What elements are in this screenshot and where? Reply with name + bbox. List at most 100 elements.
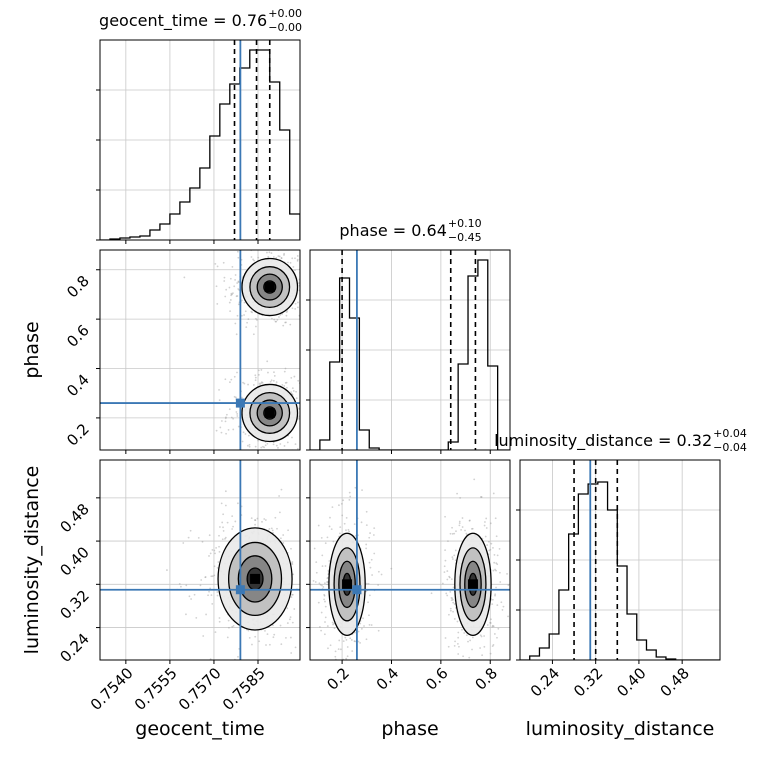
y-tick-label: 0.48 bbox=[56, 500, 92, 536]
sample-point bbox=[450, 596, 453, 599]
sample-point bbox=[492, 546, 494, 549]
sample-point bbox=[226, 521, 229, 524]
sample-point bbox=[307, 455, 309, 457]
y-tick-label: 0.40 bbox=[56, 543, 92, 579]
sample-point bbox=[305, 280, 307, 282]
sample-point bbox=[315, 561, 318, 564]
sample-point bbox=[296, 306, 299, 309]
sample-point bbox=[273, 318, 276, 321]
sample-point bbox=[457, 653, 460, 655]
sample-point bbox=[360, 627, 363, 630]
sample-point bbox=[254, 376, 257, 379]
sample-point bbox=[470, 527, 473, 530]
x-tick-label: 0.7570 bbox=[175, 664, 225, 714]
title-minus-error: −0.45 bbox=[448, 231, 482, 244]
sample-point bbox=[222, 526, 224, 529]
sample-point bbox=[268, 251, 271, 254]
sample-point bbox=[254, 635, 257, 638]
sample-point bbox=[261, 520, 263, 523]
sample-point bbox=[231, 515, 234, 518]
sample-point bbox=[291, 593, 294, 596]
sample-point bbox=[187, 536, 190, 539]
sample-point bbox=[225, 288, 228, 291]
sample-point bbox=[473, 478, 476, 481]
sample-point bbox=[453, 618, 456, 620]
sample-point bbox=[257, 439, 260, 442]
sample-point bbox=[451, 597, 454, 600]
histogram-luminosity_distance bbox=[520, 481, 720, 660]
sample-point bbox=[232, 292, 234, 294]
y-tick-label: 0.8 bbox=[63, 272, 93, 302]
sample-point bbox=[450, 578, 453, 581]
sample-point bbox=[359, 641, 361, 644]
sample-point bbox=[512, 586, 514, 588]
sample-point bbox=[210, 575, 213, 578]
sample-point bbox=[284, 367, 287, 370]
sample-point bbox=[326, 583, 329, 586]
sample-point bbox=[294, 443, 297, 446]
sample-point bbox=[468, 519, 471, 522]
sample-point bbox=[447, 645, 450, 648]
sample-point bbox=[484, 535, 487, 538]
sample-point bbox=[348, 530, 351, 533]
sample-point bbox=[240, 299, 243, 302]
sample-point bbox=[489, 652, 492, 655]
y-axis-label-phase: phase bbox=[21, 321, 43, 378]
sample-point bbox=[369, 566, 372, 569]
sample-point bbox=[480, 635, 483, 638]
sample-point bbox=[224, 504, 227, 507]
sample-point bbox=[223, 276, 226, 279]
sample-point bbox=[236, 282, 239, 284]
sample-point bbox=[499, 581, 502, 583]
density-peak bbox=[342, 579, 353, 590]
sample-point bbox=[496, 554, 499, 557]
sample-point bbox=[255, 325, 257, 328]
sample-point bbox=[231, 266, 234, 268]
sample-point bbox=[237, 288, 240, 290]
sample-point bbox=[237, 425, 240, 428]
panel-content bbox=[310, 250, 510, 450]
sample-point bbox=[291, 387, 294, 390]
sample-point bbox=[225, 451, 227, 453]
sample-point bbox=[301, 311, 303, 313]
sample-point bbox=[461, 526, 464, 528]
sample-point bbox=[278, 255, 281, 258]
sample-point bbox=[249, 463, 251, 465]
sample-point bbox=[324, 565, 327, 567]
sample-point bbox=[273, 371, 275, 374]
sample-point bbox=[214, 262, 217, 265]
sample-point bbox=[321, 584, 323, 587]
sample-point bbox=[286, 622, 289, 624]
sample-point bbox=[254, 519, 256, 521]
x-axis-label-luminosity_distance: luminosity_distance bbox=[526, 718, 715, 740]
sample-point bbox=[468, 656, 471, 659]
sample-point bbox=[283, 252, 286, 255]
sample-point bbox=[451, 556, 454, 558]
x-tick-label: 0.24 bbox=[527, 664, 563, 700]
sample-point bbox=[453, 532, 456, 535]
sample-point bbox=[365, 543, 368, 546]
sample-point bbox=[269, 468, 271, 470]
sample-point bbox=[296, 447, 299, 450]
sample-point bbox=[298, 473, 300, 475]
sample-point bbox=[292, 573, 295, 576]
sample-point bbox=[251, 311, 254, 314]
sample-point bbox=[197, 536, 200, 539]
sample-point bbox=[303, 388, 305, 390]
title-geocent_time: geocent_time = 0.76 +0.00−0.00 bbox=[99, 7, 302, 34]
sample-point bbox=[263, 518, 266, 520]
sample-point bbox=[377, 629, 380, 632]
density-peak bbox=[264, 282, 275, 293]
sample-point bbox=[305, 295, 307, 297]
panel-content bbox=[100, 460, 300, 660]
sample-point bbox=[211, 549, 214, 551]
sample-point bbox=[291, 561, 294, 563]
sample-point bbox=[294, 269, 296, 272]
sample-point bbox=[493, 633, 496, 635]
sample-point bbox=[227, 619, 230, 622]
sample-point bbox=[284, 381, 287, 384]
sample-point bbox=[263, 446, 266, 449]
sample-point bbox=[258, 382, 261, 385]
sample-point bbox=[275, 444, 278, 447]
sample-point bbox=[444, 515, 446, 518]
